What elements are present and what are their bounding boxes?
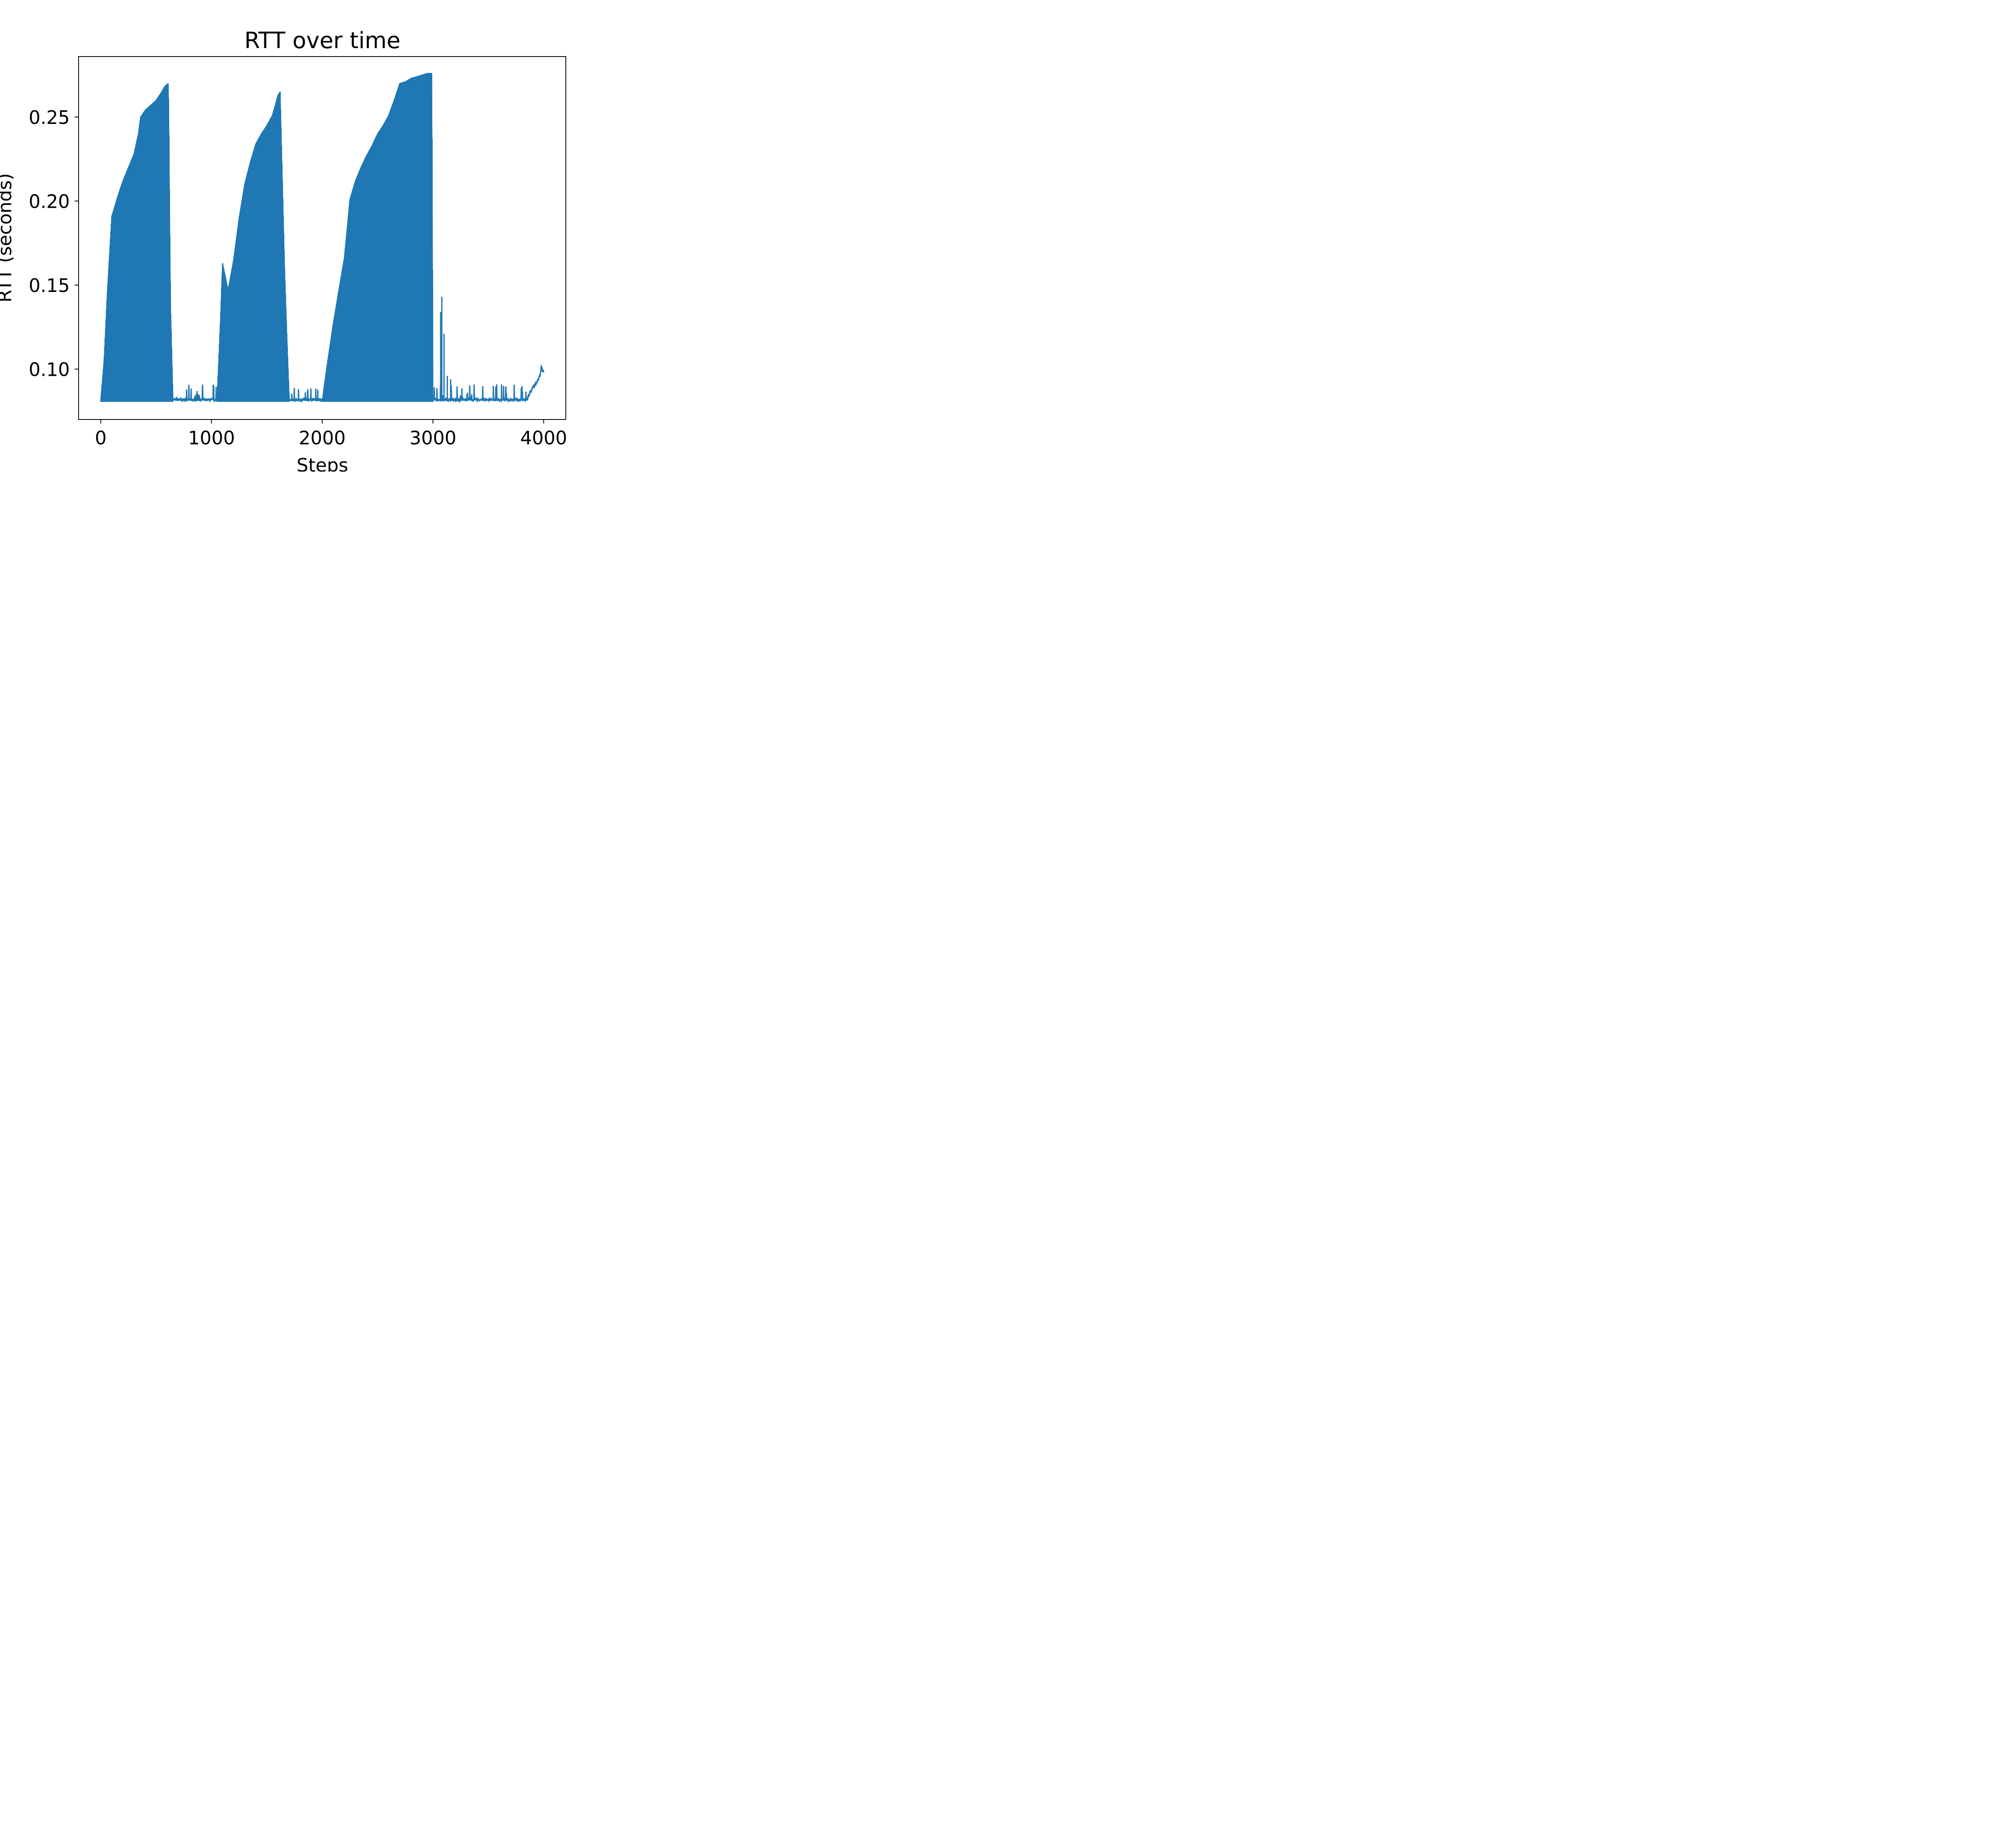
oscillation-band (217, 91, 290, 401)
oscillation-band (100, 83, 173, 401)
chart-canvas: RTT over time 0 1000 2000 3000 4000 0.10 0.15… (0, 0, 629, 472)
x-tick-label: 0 (95, 427, 107, 449)
y-tick-label: 0.15 (29, 275, 70, 296)
x-tick-label: 3000 (409, 427, 456, 449)
y-tick-label: 0.10 (29, 359, 70, 380)
y-axis: 0.10 0.15 0.20 0.25 (29, 107, 79, 380)
figure-background (0, 0, 629, 472)
x-tick-label: 4000 (520, 427, 567, 449)
oscillation-band (322, 73, 433, 401)
y-tick-label: 0.20 (29, 190, 70, 212)
chart-title: RTT over time (244, 28, 400, 54)
plot-area (78, 56, 566, 420)
x-axis-label: Steps (297, 454, 348, 472)
series-group (100, 73, 545, 403)
x-axis: 0 1000 2000 3000 4000 (95, 419, 567, 449)
x-tick-label: 2000 (299, 427, 346, 449)
y-tick-label: 0.25 (29, 107, 70, 128)
y-axis-label: RTT (seconds) (0, 173, 16, 303)
x-tick-label: 1000 (188, 427, 235, 449)
